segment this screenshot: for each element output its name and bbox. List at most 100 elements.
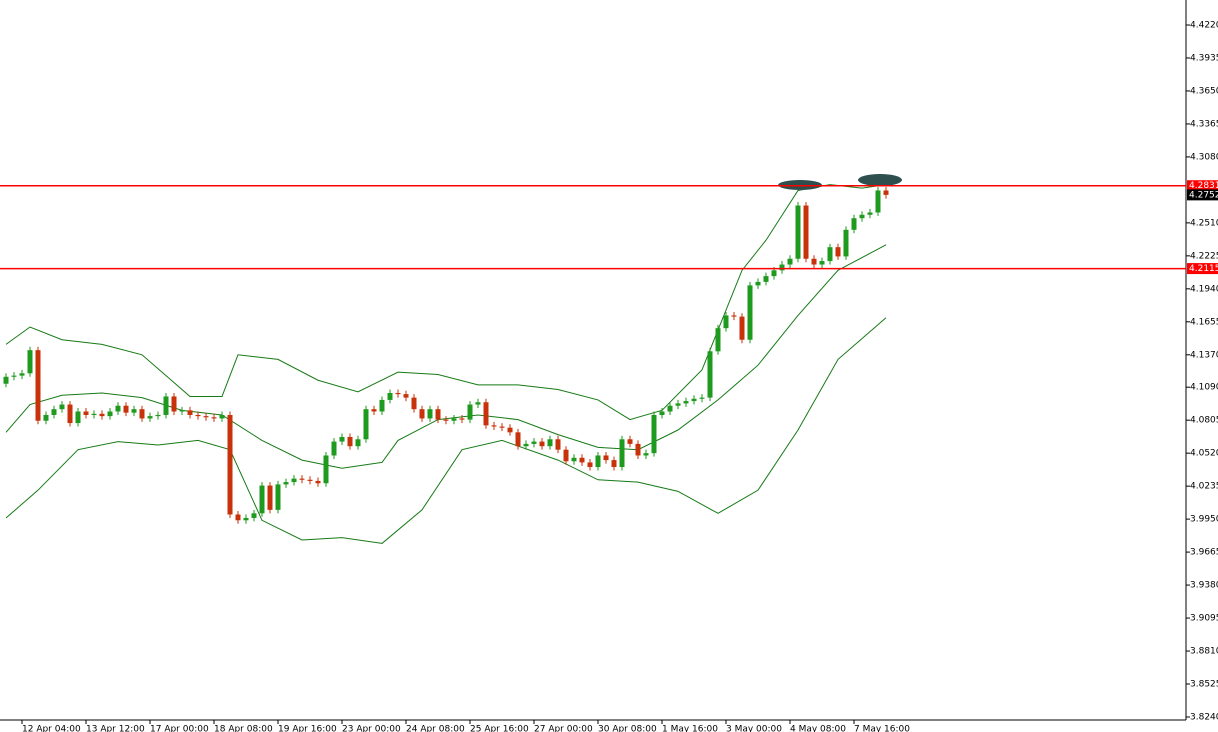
level-label-box — [1187, 263, 1218, 275]
candle-body — [67, 404, 73, 424]
candle-body — [723, 315, 729, 329]
x-tick-label: 17 Apr 00:00 — [150, 725, 209, 732]
candle-body — [739, 316, 745, 340]
candle-body — [155, 414, 161, 417]
candle-body — [747, 285, 753, 340]
candle-body — [427, 409, 433, 419]
candle-body — [99, 413, 105, 417]
candle-body — [555, 439, 561, 450]
candle-body — [491, 425, 497, 427]
candle-body — [259, 485, 265, 514]
candle-body — [691, 398, 697, 402]
x-tick-label: 24 Apr 08:00 — [406, 725, 465, 732]
candle-body — [563, 449, 569, 462]
candle-body — [299, 478, 305, 480]
candle-body — [867, 212, 873, 215]
candle-body — [27, 350, 33, 374]
candle-body — [635, 443, 641, 456]
y-tick-label: 4.0235 — [1190, 482, 1218, 492]
y-tick-label: 4.1370 — [1190, 350, 1218, 360]
x-tick-label: 13 Apr 12:00 — [86, 725, 145, 732]
y-tick-label: 3.9950 — [1190, 515, 1218, 525]
candle-body — [483, 402, 489, 426]
candle-body — [243, 517, 249, 521]
candle-body — [779, 264, 785, 271]
candle-body — [163, 396, 169, 415]
y-tick-label: 4.3935 — [1190, 53, 1218, 63]
y-tick-label: 4.3080 — [1190, 152, 1218, 162]
y-tick-label: 4.0805 — [1190, 416, 1218, 426]
candle-body — [859, 214, 865, 219]
candle-body — [91, 413, 97, 415]
candle-body — [19, 373, 25, 376]
candle-body — [331, 441, 337, 456]
y-tick-label: 4.1655 — [1190, 317, 1218, 327]
plot-area — [3, 184, 889, 544]
candle-body — [419, 409, 425, 419]
candle-body — [227, 414, 233, 515]
candle-body — [187, 410, 193, 415]
y-tick-label: 4.0520 — [1190, 449, 1218, 459]
candle-body — [35, 350, 41, 421]
candle-body — [107, 411, 113, 417]
candle-body — [179, 410, 185, 412]
y-tick-label: 4.2510 — [1190, 218, 1218, 228]
x-tick-label: 7 May 16:00 — [854, 725, 910, 732]
last-price-box — [1187, 189, 1218, 201]
candle-body — [515, 432, 521, 447]
candle-body — [147, 416, 153, 419]
candle-body — [275, 484, 281, 510]
candle-body — [459, 418, 465, 420]
candle-body — [627, 439, 633, 444]
candle-body — [851, 218, 857, 230]
candle-body — [699, 397, 705, 399]
x-tick-label: 27 Apr 00:00 — [534, 725, 593, 732]
level-label-box — [1187, 180, 1218, 192]
candle-body — [683, 401, 689, 404]
candle-body — [379, 399, 385, 412]
candle-body — [659, 411, 665, 415]
x-tick-label: 3 May 00:00 — [726, 725, 782, 732]
x-tick-label: 25 Apr 16:00 — [470, 725, 529, 732]
candle-body — [675, 403, 681, 406]
candle-body — [547, 439, 553, 447]
candle-body — [523, 443, 529, 447]
candle-body — [755, 281, 761, 286]
y-tick-label: 4.2225 — [1190, 251, 1218, 261]
x-tick-label: 1 May 16:00 — [662, 725, 718, 732]
candle-body — [339, 436, 345, 442]
candle-body — [643, 453, 649, 456]
candle-body — [771, 270, 777, 277]
candle-body — [435, 409, 441, 420]
candle-body — [715, 328, 721, 352]
candle-body — [787, 258, 793, 265]
candle-body — [595, 455, 601, 468]
candle-body — [387, 392, 393, 400]
level-label: 4.2831 — [1189, 181, 1218, 191]
x-tick-label: 18 Apr 08:00 — [214, 725, 273, 732]
candle-body — [171, 396, 177, 412]
x-tick-label: 30 Apr 08:00 — [598, 725, 657, 732]
candle-body — [571, 457, 577, 462]
candle-body — [371, 409, 377, 412]
candle-body — [115, 405, 121, 412]
y-tick-label: 3.9380 — [1190, 581, 1218, 591]
y-tick-label: 3.8240 — [1190, 712, 1218, 722]
candle-body — [211, 417, 217, 419]
candle-body — [123, 405, 129, 413]
candle-body — [411, 397, 417, 410]
candle-body — [883, 190, 889, 195]
candle-body — [131, 409, 137, 413]
candle-body — [251, 513, 257, 518]
candle-body — [499, 426, 505, 428]
candle-body — [443, 419, 449, 421]
candle-body — [579, 457, 585, 463]
candle-body — [651, 414, 657, 454]
x-tick-label: 4 May 08:00 — [790, 725, 846, 732]
candle-body — [347, 436, 353, 447]
candle-body — [619, 439, 625, 468]
candle-body — [83, 411, 89, 415]
candle-body — [307, 479, 313, 481]
